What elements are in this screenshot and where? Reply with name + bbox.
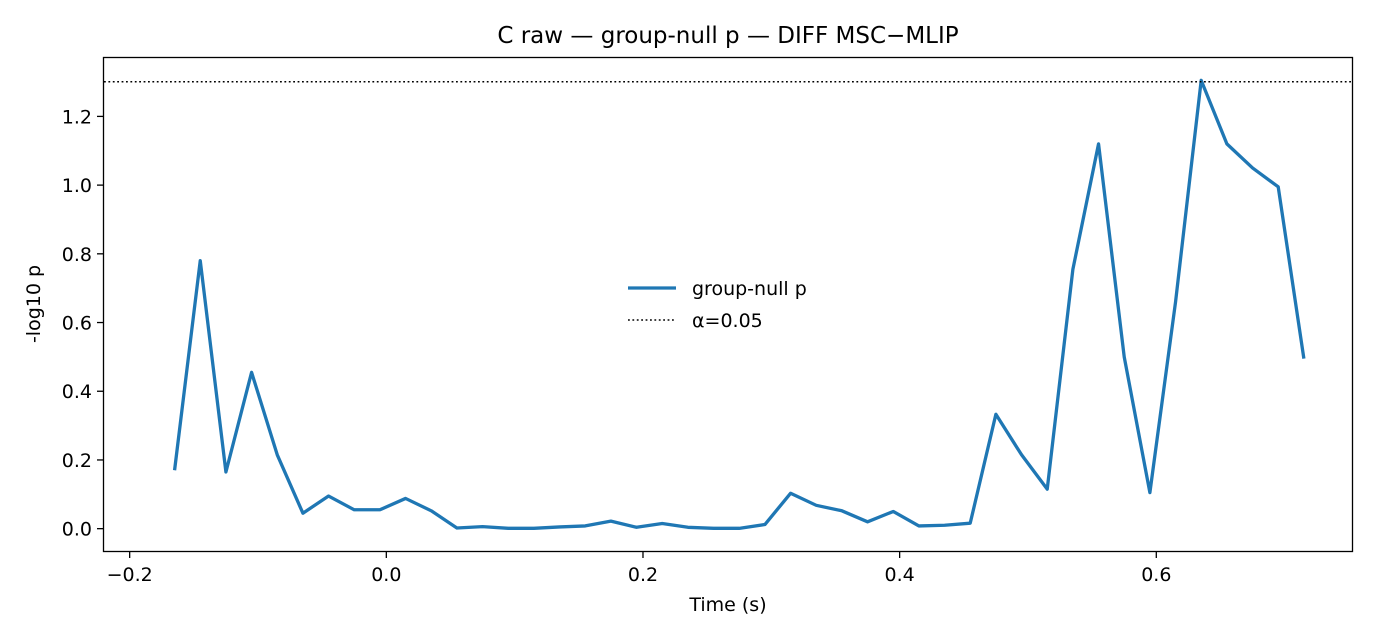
x-axis-label: Time (s) xyxy=(688,594,766,616)
x-tick-label: 0.0 xyxy=(371,564,401,586)
x-tick-label: −0.2 xyxy=(107,564,153,586)
x-tick-label: 0.6 xyxy=(1141,564,1171,586)
y-tick-label: 0.2 xyxy=(62,450,92,472)
plot-area-frame xyxy=(104,58,1353,552)
x-tick-label: 0.4 xyxy=(885,564,915,586)
y-tick-label: 1.2 xyxy=(62,106,92,128)
legend: group-null p α=0.05 xyxy=(628,278,807,332)
x-axis: −0.2 0.0 0.2 0.4 0.6 xyxy=(107,551,1172,586)
y-tick-label: 1.0 xyxy=(62,175,92,197)
y-tick-label: 0.8 xyxy=(62,244,92,266)
x-tick-label: 0.2 xyxy=(628,564,658,586)
series-layer xyxy=(104,80,1352,528)
y-tick-label: 0.4 xyxy=(62,381,92,403)
legend-label-group-null-p: group-null p xyxy=(692,278,807,300)
y-axis-label: -log10 p xyxy=(23,265,45,343)
y-tick-label: 0.6 xyxy=(62,313,92,335)
chart-title: C raw — group-null p — DIFF MSC−MLIP xyxy=(497,23,958,49)
y-tick-label: 0.0 xyxy=(62,519,92,541)
y-axis: 0.0 0.2 0.4 0.6 0.8 1.0 1.2 xyxy=(62,106,104,540)
legend-label-alpha: α=0.05 xyxy=(692,310,763,332)
series-line-group-null-p xyxy=(175,80,1304,528)
